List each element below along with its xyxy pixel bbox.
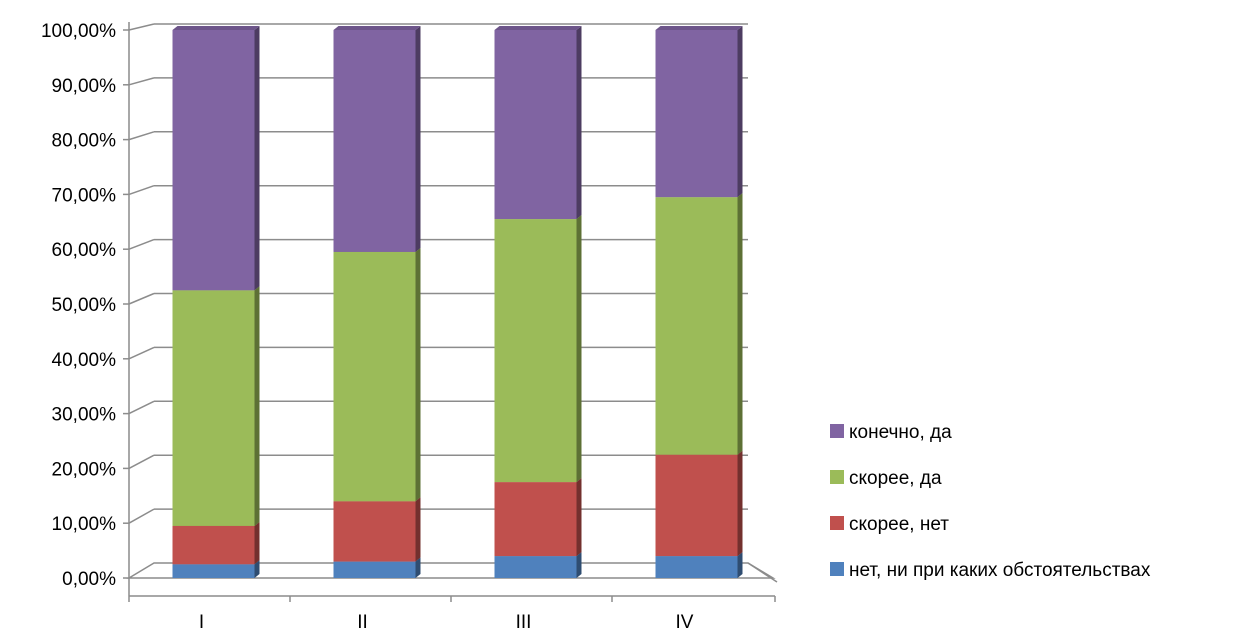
bar-side xyxy=(415,26,421,252)
bar-side xyxy=(254,286,260,526)
bar-segment xyxy=(172,26,260,291)
gridline-diagonal xyxy=(128,346,155,360)
bar-side xyxy=(576,552,582,578)
bar-front xyxy=(333,251,416,502)
y-tick-label: 50,00% xyxy=(52,295,117,316)
legend-swatch xyxy=(830,516,844,530)
bar-front xyxy=(494,219,577,483)
bar-segment xyxy=(333,247,421,502)
bar-top xyxy=(172,26,260,30)
bar-front xyxy=(655,30,738,198)
bar-side xyxy=(254,26,260,291)
gridline-diagonal xyxy=(128,400,155,415)
gridline-diagonal xyxy=(128,508,155,524)
bar-edge xyxy=(493,30,495,578)
gridline-diagonal xyxy=(128,77,155,86)
bar-segment xyxy=(333,26,421,252)
bar-front xyxy=(655,197,738,455)
legend-label: конечно, да xyxy=(849,422,952,443)
y-tick-label: 10,00% xyxy=(52,514,117,535)
legend-item: конечно, да xyxy=(830,422,952,443)
gridline-diagonal xyxy=(128,292,155,305)
bar-side xyxy=(737,552,743,578)
legend-item: нет, ни при каких обстоятельствах xyxy=(830,560,1151,581)
bar-side xyxy=(576,478,582,557)
bar-front xyxy=(172,290,255,526)
bar-segment xyxy=(494,215,582,483)
bar-front xyxy=(655,556,738,578)
bar-front xyxy=(494,556,577,578)
bar-edge xyxy=(171,30,173,578)
bar-segment xyxy=(333,497,421,562)
floor-edge-right xyxy=(747,562,778,583)
y-tick-label: 80,00% xyxy=(52,131,117,152)
bar-front xyxy=(494,482,577,557)
axis-layer: 0,00% 10,00% 20,00% 30,00% 40,00% 50,00% 60,00… xyxy=(41,21,776,628)
bar-side xyxy=(415,247,421,502)
bar-top xyxy=(655,26,743,30)
bar-top xyxy=(494,26,582,30)
y-tick-label: 30,00% xyxy=(52,405,117,426)
bar-side xyxy=(415,497,421,562)
x-tick-label: II xyxy=(357,612,368,628)
bar-segment xyxy=(494,478,582,557)
gridline-diagonal xyxy=(128,23,155,31)
bar-front xyxy=(172,564,255,578)
bar-edge xyxy=(332,30,334,578)
bar-front xyxy=(333,561,416,578)
bars-layer xyxy=(171,26,743,578)
bar-side xyxy=(254,560,260,578)
legend-swatch xyxy=(830,470,844,484)
legend-swatch xyxy=(830,562,844,576)
bar-side xyxy=(737,26,743,198)
gridline-diagonal xyxy=(128,131,155,141)
bar-front xyxy=(494,30,577,220)
bar-side xyxy=(737,193,743,455)
bar-edge xyxy=(654,30,656,578)
gridline-diagonal xyxy=(128,454,155,470)
bar-segment xyxy=(172,286,260,526)
bar-side xyxy=(576,215,582,483)
bar-front xyxy=(172,30,255,291)
bar-segment xyxy=(655,193,743,455)
bar-side xyxy=(737,450,743,557)
bar-side xyxy=(576,26,582,220)
y-tick-label: 20,00% xyxy=(52,459,117,480)
gridline-diagonal xyxy=(128,238,155,250)
y-tick-label: 70,00% xyxy=(52,185,117,206)
x-tick-label: III xyxy=(516,612,532,628)
bar-segment xyxy=(655,450,743,557)
y-tick-label: 40,00% xyxy=(52,350,117,371)
bar-segment xyxy=(172,521,260,565)
bar-front xyxy=(172,525,255,565)
bar-side xyxy=(254,521,260,565)
legend-label: скорее, да xyxy=(849,468,942,489)
legend-item: скорее, нет xyxy=(830,514,949,535)
x-tick-label: IV xyxy=(676,612,694,628)
y-tick-label: 100,00% xyxy=(41,21,116,42)
legend-label: нет, ни при каких обстоятельствах xyxy=(849,560,1151,581)
bar-top xyxy=(333,26,421,30)
gridline-diagonal xyxy=(128,184,155,196)
bar-front xyxy=(655,454,738,557)
bar-side xyxy=(415,557,421,578)
legend-label: скорее, нет xyxy=(849,514,949,535)
x-tick-label: I xyxy=(199,612,204,628)
bar-segment xyxy=(655,26,743,198)
bar-front xyxy=(333,30,416,252)
bar-front xyxy=(333,501,416,562)
y-tick-label: 60,00% xyxy=(52,240,117,261)
legend-item: скорее, да xyxy=(830,468,942,489)
bar-segment xyxy=(494,26,582,220)
legend: конечно, да скорее, да скорее, нет нет, ни … xyxy=(830,422,1151,581)
y-tick-label: 90,00% xyxy=(52,76,117,97)
legend-swatch xyxy=(830,424,844,438)
y-tick-label: 0,00% xyxy=(62,569,116,590)
